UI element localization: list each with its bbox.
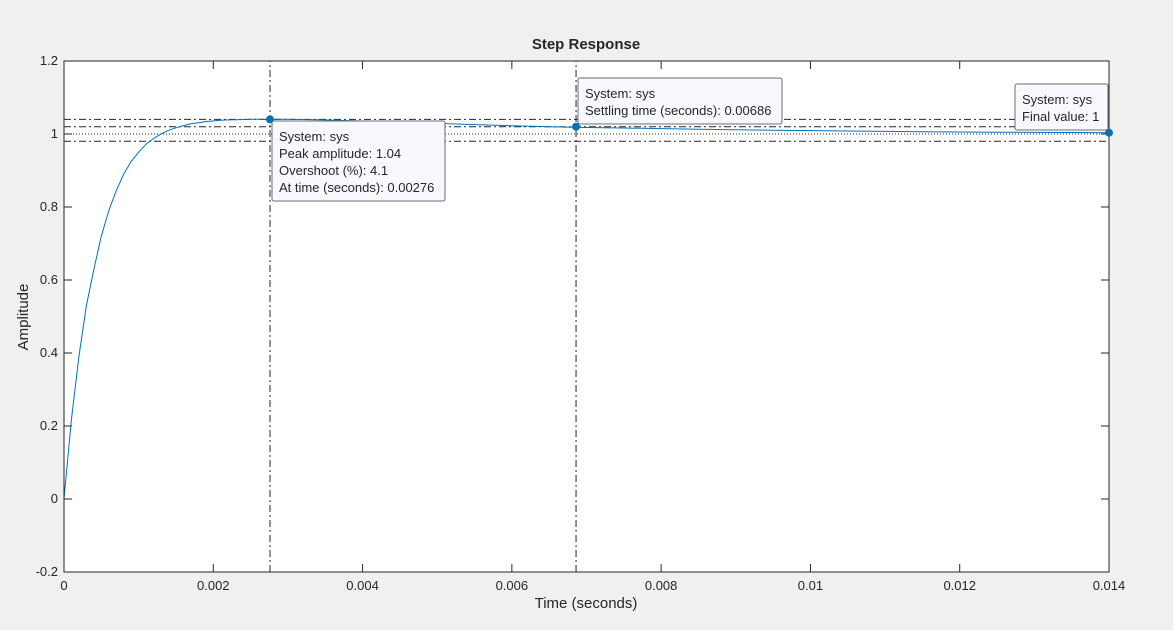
reference-lines — [64, 61, 1109, 572]
y-tick-label-3: 0.4 — [40, 345, 58, 360]
peak-datatip-box — [271, 120, 446, 202]
peak-datatip-line-0: System: sys — [279, 129, 350, 144]
y-tick-label-7: 1.2 — [40, 53, 58, 68]
settling-datatip[interactable]: System: sys Settling time (seconds): 0.00… — [577, 77, 783, 125]
y-tick-label-4: 0.6 — [40, 272, 58, 287]
series-layer — [63, 118, 1110, 500]
y-tick-label-2: 0.2 — [40, 418, 58, 433]
x-tick-label-7: 0.014 — [1093, 578, 1126, 593]
data-marker-1[interactable] — [572, 122, 581, 131]
settling-datatip-line-1: Settling time (seconds): 0.00686 — [585, 103, 771, 118]
y-tick-label-0: -0.2 — [36, 564, 58, 579]
x-tick-label-4: 0.008 — [645, 578, 678, 593]
y-tick-label-6: 1 — [51, 126, 58, 141]
plot-area — [64, 61, 1109, 572]
settling-datatip-line-0: System: sys — [585, 86, 656, 101]
x-tick-label-2: 0.004 — [346, 578, 379, 593]
step-response-line-0 — [63, 118, 1110, 500]
final-value-datatip[interactable]: System: sys Final value: 1 — [1014, 83, 1109, 131]
x-tick-label-3: 0.006 — [496, 578, 529, 593]
plot-frame — [63, 60, 1110, 573]
settling-datatip-box — [577, 77, 783, 125]
final-value-datatip-line-1: Final value: 1 — [1022, 109, 1099, 124]
x-axis-label: Time (seconds) — [535, 595, 638, 612]
chart-title: Step Response — [532, 36, 640, 53]
y-axis-label: Amplitude — [15, 284, 32, 351]
peak-datatip-line-2: Overshoot (%): 4.1 — [279, 163, 388, 178]
peak-datatip-line-1: Peak amplitude: 1.04 — [279, 146, 401, 161]
y-tick-label-1: 0 — [51, 491, 58, 506]
y-tick-label-5: 0.8 — [40, 199, 58, 214]
final-value-datatip-line-0: System: sys — [1022, 92, 1093, 107]
x-tick-label-5: 0.01 — [798, 578, 823, 593]
x-tick-label-6: 0.012 — [943, 578, 976, 593]
peak-datatip-line-3: At time (seconds): 0.00276 — [279, 180, 434, 195]
x-tick-label-1: 0.002 — [197, 578, 230, 593]
data-marker-2[interactable] — [1105, 128, 1113, 137]
x-tick-label-0: 0 — [60, 578, 67, 593]
datatip-layer: System: sys Peak amplitude: 1.04 Overshoot… — [271, 77, 1109, 202]
peak-datatip[interactable]: System: sys Peak amplitude: 1.04 Overshoot… — [271, 120, 446, 202]
final-value-datatip-box — [1014, 83, 1109, 131]
tick-labels: 0 0.002 0.004 0.006 0.008 0.01 0.012 0.014-0.20… — [36, 53, 1126, 593]
